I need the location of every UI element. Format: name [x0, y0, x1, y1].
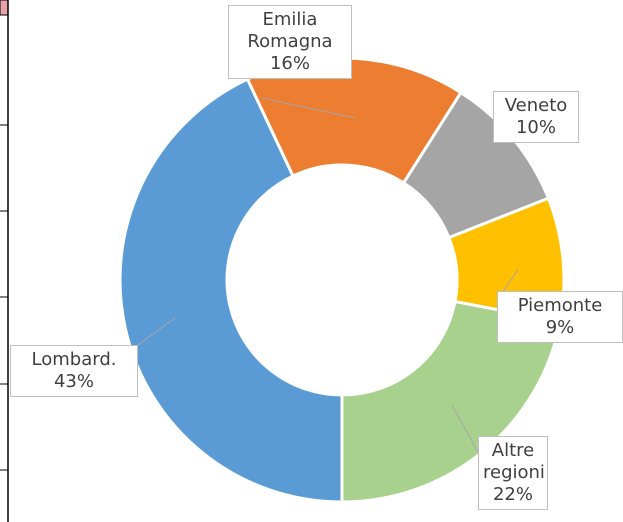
- data-label: Veneto 10%: [493, 91, 579, 143]
- leader-line: [137, 317, 176, 346]
- data-label: Piemonte 9%: [497, 291, 623, 343]
- label-category: Emilia Romagna: [247, 9, 333, 52]
- label-category: Veneto: [504, 95, 568, 116]
- label-value: 22%: [492, 484, 533, 505]
- label-value: 43%: [53, 371, 94, 392]
- leader-line: [475, 154, 513, 179]
- label-category: Lombard.: [31, 349, 117, 370]
- label-category: Piemonte: [517, 295, 603, 316]
- label-value: 10%: [515, 117, 556, 138]
- data-label: Altre regioni 22%: [478, 436, 548, 510]
- data-label: Emilia Romagna 16%: [228, 5, 352, 79]
- label-category: Altre regioni: [483, 440, 545, 483]
- slice: [118, 77, 344, 504]
- leader-line: [451, 404, 479, 453]
- cropped-cell: [0, 0, 9, 16]
- slice: [340, 299, 562, 504]
- label-value: 16%: [269, 53, 310, 74]
- data-label: Lombard. 43%: [10, 345, 138, 397]
- label-value: 9%: [545, 317, 575, 338]
- leader-line: [261, 97, 356, 119]
